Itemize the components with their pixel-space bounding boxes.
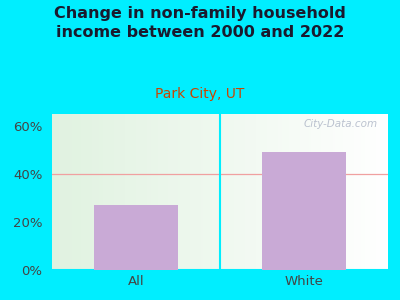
Text: Change in non-family household
income between 2000 and 2022: Change in non-family household income be… (54, 6, 346, 40)
Text: City-Data.com: City-Data.com (304, 119, 378, 129)
Bar (94, 205, 178, 270)
Text: Park City, UT: Park City, UT (155, 87, 245, 101)
Bar (262, 152, 346, 270)
